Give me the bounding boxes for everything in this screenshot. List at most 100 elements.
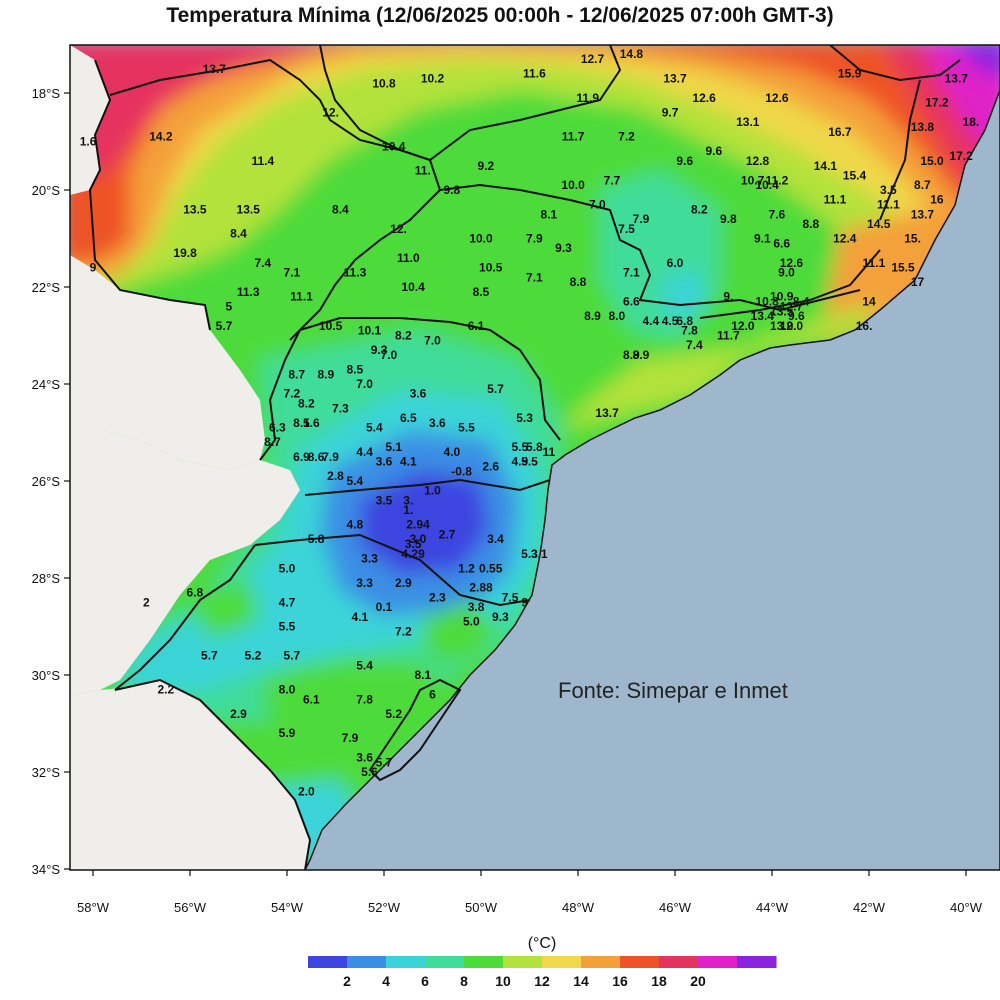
- colorbar-swatch: [308, 956, 348, 968]
- station-value: 5.8: [308, 532, 325, 546]
- station-value: 9.6: [788, 309, 805, 323]
- station-value: 8.5: [473, 285, 490, 299]
- station-value: 13.7: [911, 207, 935, 221]
- station-value: 9: [90, 261, 97, 275]
- colorbar-label: 10: [495, 973, 511, 989]
- station-value: 2.9: [230, 707, 247, 721]
- colorbar-label: 12: [534, 973, 550, 989]
- station-value: 5.4: [366, 421, 383, 435]
- station-value: 5.3: [516, 411, 533, 425]
- station-value: 17.2: [925, 96, 949, 110]
- station-value: 6.8: [676, 314, 693, 328]
- latitude-tick-label: 20°S: [32, 183, 61, 198]
- station-value: 4.8: [347, 518, 364, 532]
- station-value: 13.7: [203, 62, 227, 76]
- latitude-tick-label: 30°S: [32, 668, 61, 683]
- longitude-tick-label: 42°W: [853, 900, 886, 915]
- station-value: 12.6: [692, 91, 716, 105]
- station-value: 10.5: [319, 319, 343, 333]
- station-value: 9.1: [754, 232, 771, 246]
- station-value: 11.1: [863, 256, 886, 270]
- colorbar-swatch: [425, 956, 465, 968]
- station-value: 7.0: [424, 333, 441, 347]
- station-value: 15.4: [843, 168, 867, 182]
- station-value: 9.3: [371, 343, 388, 357]
- station-value: 13.7: [663, 71, 687, 85]
- station-value: 3.1: [531, 547, 548, 561]
- station-value: 11.7: [562, 130, 585, 144]
- state-borders: [88, 45, 961, 870]
- station-value: 6: [429, 687, 436, 701]
- station-value: 6.6: [773, 236, 790, 250]
- colorbar-swatch: [737, 956, 777, 968]
- station-value: 3.0: [410, 532, 427, 546]
- station-value: 11: [543, 445, 556, 459]
- station-value: 11.3: [237, 285, 260, 299]
- station-value: 12.7: [780, 299, 804, 313]
- station-value: 6.3: [269, 421, 286, 435]
- station-value: 6.6: [623, 295, 640, 309]
- station-value: 17: [911, 275, 925, 289]
- station-value: 3.3: [356, 576, 373, 590]
- station-value: 12.0: [780, 319, 804, 333]
- station-value: 14: [862, 295, 876, 309]
- station-value: 12.: [390, 222, 407, 236]
- colorbar-swatch: [698, 956, 738, 968]
- station-value: 6.1: [468, 319, 485, 333]
- station-value: 9.0: [778, 265, 795, 279]
- station-value: 3.5: [376, 493, 393, 507]
- station-value: 2.0: [298, 784, 315, 798]
- station-value: 16: [930, 193, 944, 207]
- latitude-tick-label: 26°S: [32, 474, 61, 489]
- station-value: 3.6: [356, 750, 373, 764]
- station-value: 5.5: [521, 455, 538, 469]
- colorbar-swatch: [581, 956, 621, 968]
- station-value: 12.7: [581, 52, 605, 66]
- station-value: 14.8: [620, 47, 644, 61]
- station-value: 8.9: [584, 309, 601, 323]
- latitude-tick-label: 28°S: [32, 571, 61, 586]
- station-value: 2.7: [439, 527, 456, 541]
- colorbar-unit: (°C): [528, 935, 557, 952]
- station-value: 8.4: [332, 202, 349, 216]
- station-value: 15.: [904, 232, 921, 246]
- station-value: 11.9: [576, 91, 599, 105]
- station-value: 11.0: [397, 251, 420, 265]
- latitude-axis: 18°S 20°S 22°S 24°S 26°S 28°S 30°S 32°S 34°S: [32, 86, 70, 877]
- station-value: 18.: [963, 115, 980, 129]
- station-value: 8.9: [633, 348, 650, 362]
- station-value: 8.8: [802, 217, 819, 231]
- station-value: 8.1: [541, 207, 558, 221]
- station-value: 11.6: [523, 67, 546, 81]
- latitude-tick-label: 34°S: [32, 862, 61, 877]
- station-value: 8.7: [264, 435, 281, 449]
- station-value: 12.6: [765, 91, 789, 105]
- station-value: 10.4: [382, 139, 406, 153]
- station-value: 11.2: [766, 173, 789, 187]
- station-value: 6.1: [303, 692, 320, 706]
- station-value: 4.7: [279, 595, 296, 609]
- station-value: 8.0: [608, 309, 625, 323]
- station-value: 3.5: [405, 537, 422, 551]
- longitude-tick-label: 58°W: [77, 900, 110, 915]
- station-value: 4.4: [642, 314, 659, 328]
- station-value: 13.8: [911, 120, 935, 134]
- station-value: 3.: [403, 493, 413, 507]
- station-value: 2.88: [469, 581, 493, 595]
- station-value: 8.5: [347, 362, 364, 376]
- station-value: 8.1: [414, 668, 431, 682]
- station-value: 8.4: [793, 295, 810, 309]
- station-value: 5.7: [216, 319, 233, 333]
- station-value: 9.8: [720, 212, 737, 226]
- station-value: 3.3: [361, 552, 378, 566]
- station-value: 7.9: [633, 212, 650, 226]
- colorbar-swatch: [620, 956, 660, 968]
- latitude-tick-label: 22°S: [32, 280, 61, 295]
- station-value: 12.4: [833, 232, 857, 246]
- colorbar-label: 6: [421, 973, 429, 989]
- station-value: 5.4: [356, 658, 373, 672]
- station-value: 14.1: [814, 159, 838, 173]
- station-value: 7.6: [769, 207, 786, 221]
- station-value: 12.6: [780, 256, 804, 270]
